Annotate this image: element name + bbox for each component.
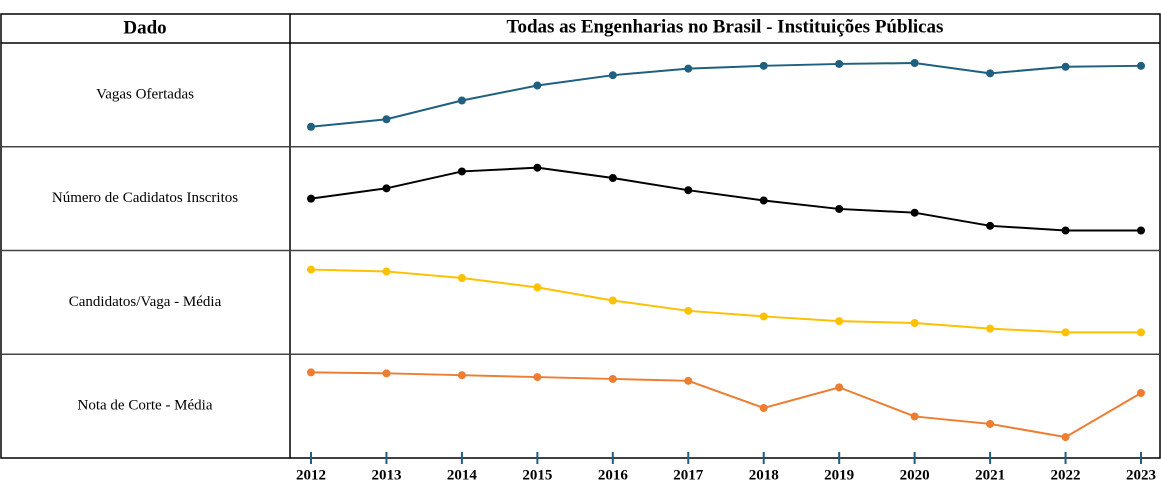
point bbox=[835, 383, 844, 392]
point bbox=[910, 412, 919, 421]
point bbox=[910, 59, 919, 67]
point bbox=[684, 64, 693, 73]
x-tick-label: 2014 bbox=[447, 467, 478, 483]
point bbox=[608, 71, 617, 80]
point bbox=[1137, 328, 1145, 337]
row-label: Vagas Ofertadas bbox=[96, 86, 194, 102]
point bbox=[910, 208, 919, 217]
point bbox=[759, 196, 768, 205]
point bbox=[986, 324, 995, 333]
point bbox=[835, 59, 844, 68]
point bbox=[608, 374, 617, 383]
point bbox=[382, 267, 391, 276]
point bbox=[1061, 433, 1070, 442]
point bbox=[533, 81, 542, 90]
point bbox=[1137, 389, 1145, 397]
x-tick-label: 2018 bbox=[749, 467, 779, 483]
point bbox=[1061, 226, 1070, 235]
point bbox=[684, 306, 693, 315]
point bbox=[457, 274, 466, 282]
x-tick-label: 2019 bbox=[824, 467, 854, 483]
series-line bbox=[310, 166, 1141, 232]
point bbox=[835, 204, 844, 213]
series-line bbox=[310, 61, 1142, 128]
point bbox=[684, 186, 693, 195]
point bbox=[457, 167, 466, 176]
point bbox=[835, 317, 844, 326]
row-header: Dado bbox=[123, 17, 166, 38]
x-tick-label: 2022 bbox=[1051, 467, 1081, 483]
x-tick-label: 2023 bbox=[1126, 467, 1156, 483]
x-tick-label: 2013 bbox=[371, 467, 401, 483]
frame bbox=[0, 13, 1161, 459]
x-tick-label: 2012 bbox=[296, 467, 326, 483]
x-tick-label: 2021 bbox=[975, 467, 1005, 483]
row-label: Número de Cadidatos Inscritos bbox=[52, 190, 238, 206]
x-tick-label: 2016 bbox=[598, 467, 629, 483]
chart-title: Todas as Engenharias no Brasil - Institu… bbox=[507, 16, 944, 37]
x-tick-label: 2015 bbox=[522, 467, 552, 483]
x-tick-label: 2020 bbox=[900, 467, 930, 483]
point bbox=[684, 376, 693, 385]
point bbox=[382, 369, 391, 378]
point bbox=[1061, 328, 1070, 337]
point bbox=[759, 312, 768, 321]
point bbox=[533, 373, 542, 382]
point bbox=[382, 184, 391, 193]
point bbox=[457, 96, 466, 105]
point bbox=[986, 69, 995, 78]
row-label: Candidatos/Vaga - Média bbox=[69, 294, 222, 310]
row-label: Nota de Corte - Média bbox=[78, 398, 213, 414]
series-line bbox=[310, 268, 1141, 334]
point bbox=[759, 61, 768, 70]
series-line bbox=[310, 371, 1142, 439]
point bbox=[910, 319, 919, 327]
point bbox=[307, 122, 315, 131]
point bbox=[457, 371, 466, 380]
point bbox=[533, 163, 542, 172]
point bbox=[986, 419, 995, 428]
point bbox=[1137, 61, 1145, 70]
point bbox=[307, 194, 315, 203]
point bbox=[382, 115, 391, 124]
point bbox=[533, 283, 542, 292]
point bbox=[307, 265, 315, 274]
point bbox=[759, 404, 768, 412]
point bbox=[986, 221, 995, 230]
x-tick-label: 2017 bbox=[673, 467, 704, 483]
point bbox=[307, 368, 315, 377]
point bbox=[608, 296, 617, 305]
point bbox=[608, 174, 617, 182]
point bbox=[1137, 226, 1145, 235]
point bbox=[1061, 62, 1070, 71]
